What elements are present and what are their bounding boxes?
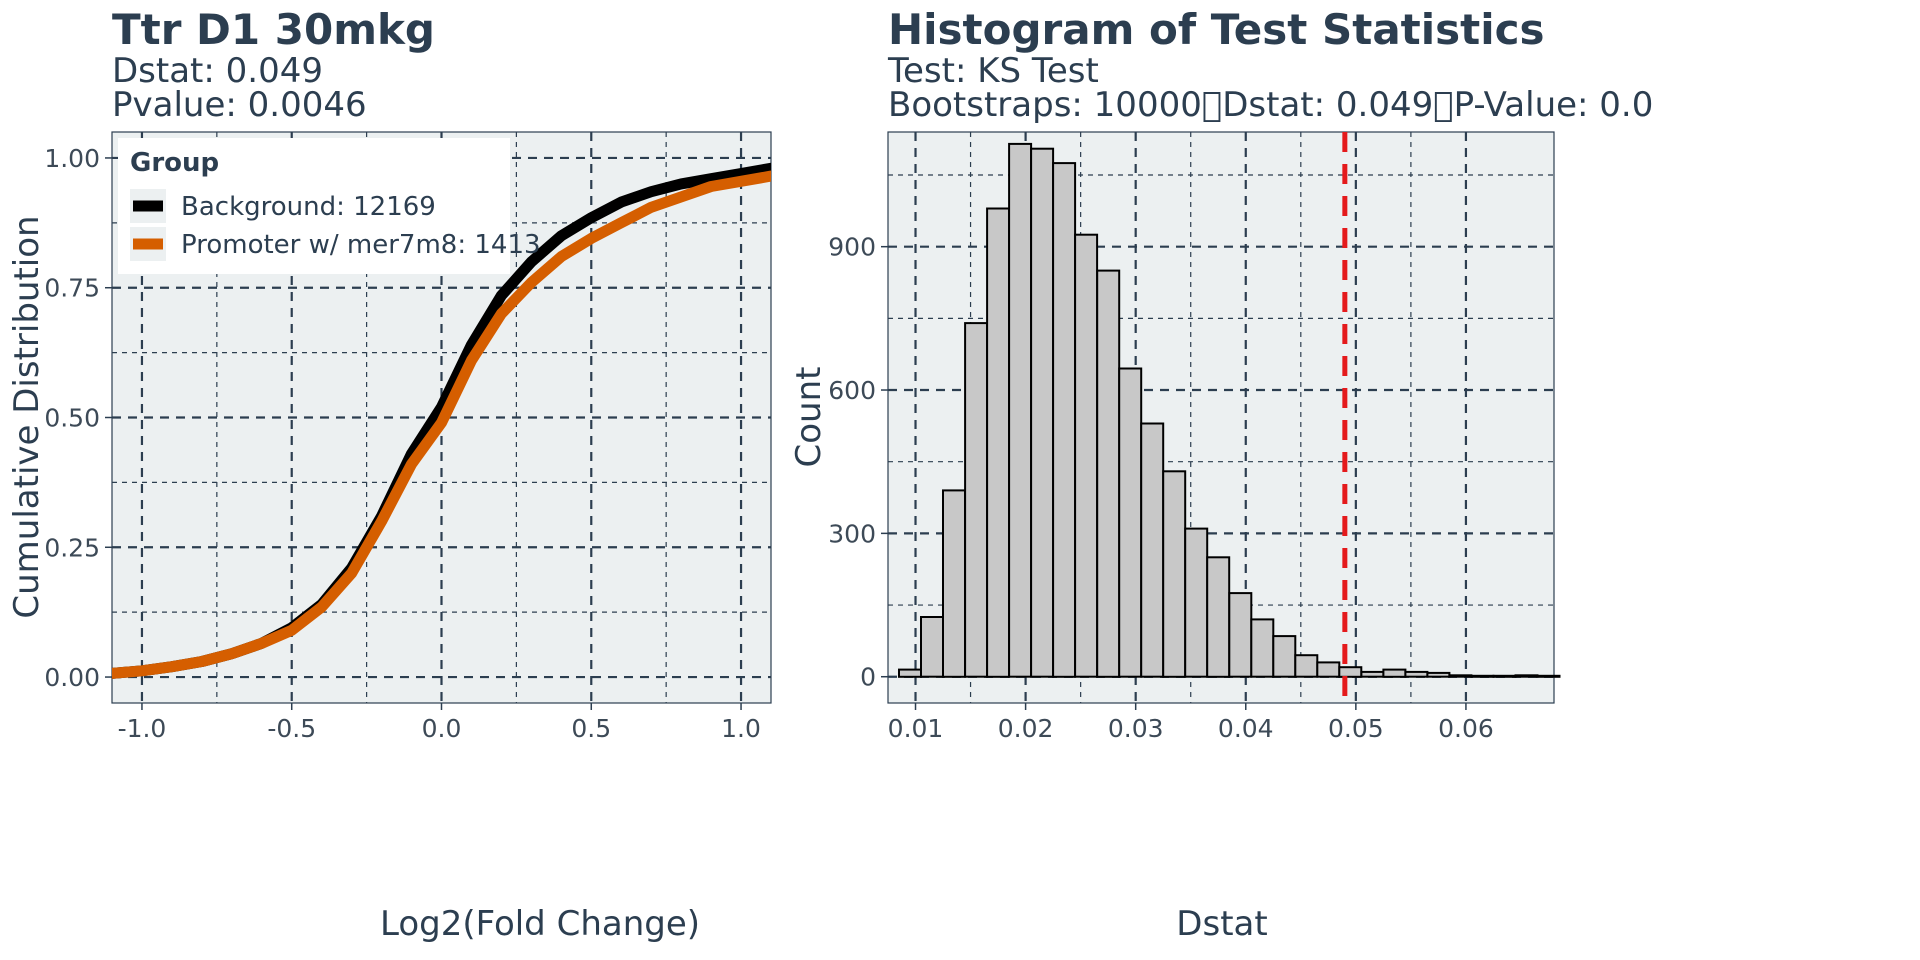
histogram-bar bbox=[1272, 635, 1297, 678]
left-y-tick-label: 0.75 bbox=[44, 274, 100, 303]
left-y-tick-label: 0.00 bbox=[44, 663, 100, 692]
histogram-bar bbox=[1052, 162, 1077, 678]
left-chart-subtitle-dstat: Dstat: 0.049 bbox=[112, 51, 323, 91]
left-chart-title: Ttr D1 30mkg bbox=[112, 5, 435, 54]
histogram-bar bbox=[1470, 674, 1495, 678]
legend-box bbox=[118, 138, 510, 274]
histogram-bars bbox=[898, 142, 1561, 678]
histogram-bar bbox=[1096, 269, 1121, 678]
right-x-tick-label: 0.04 bbox=[1218, 714, 1274, 743]
left-x-tick-label: 1.0 bbox=[721, 714, 761, 743]
right-x-tick-label: 0.06 bbox=[1438, 714, 1494, 743]
histogram-bar bbox=[1316, 661, 1341, 678]
histogram-bar bbox=[1162, 470, 1187, 678]
histogram-bar bbox=[1140, 422, 1165, 678]
histogram-bar bbox=[986, 207, 1011, 678]
right-x-axis-label: Dstat bbox=[1176, 904, 1267, 944]
histogram-bar bbox=[898, 668, 922, 678]
histogram-bar bbox=[1250, 618, 1275, 678]
right-y-axis-label: Count bbox=[789, 367, 829, 468]
histogram-bar bbox=[1118, 367, 1143, 678]
legend-entry-label: Promoter w/ mer7m8: 1413 bbox=[181, 230, 541, 260]
legend-entry-label: Background: 12169 bbox=[181, 192, 436, 222]
series-line-promoter bbox=[112, 170, 771, 679]
left-y-tick-label: 0.25 bbox=[44, 533, 100, 562]
left-y-tick-label: 0.50 bbox=[44, 404, 100, 433]
histogram-bar bbox=[1008, 142, 1033, 678]
histogram-bar bbox=[1184, 527, 1209, 678]
histogram-bar bbox=[1074, 233, 1099, 678]
left-x-tick-label: -0.5 bbox=[267, 714, 316, 743]
right-chart-title: Histogram of Test Statistics bbox=[888, 5, 1545, 54]
histogram-chart: 0.01 0.02 0.03 0.04 0.05 0.06 0 300 600 900 bbox=[828, 131, 1561, 743]
right-x-tick-label: 0.02 bbox=[998, 714, 1054, 743]
right-x-tick-label: 0.05 bbox=[1328, 714, 1384, 743]
left-y-axis-label: Cumulative Distribution bbox=[7, 215, 47, 618]
histogram-bar bbox=[1448, 674, 1473, 678]
histogram-bar bbox=[1338, 666, 1363, 678]
left-x-tick-label: 0.5 bbox=[571, 714, 611, 743]
histogram-bar bbox=[1206, 556, 1231, 678]
legend: Group Background: 12169 Promoter w/ mer7m8… bbox=[118, 138, 541, 274]
histogram-bar bbox=[1228, 592, 1253, 678]
histogram-bar bbox=[1382, 668, 1407, 678]
left-y-tick-label: 1.00 bbox=[44, 144, 100, 173]
histogram-bar bbox=[1294, 654, 1319, 678]
histogram-bar bbox=[1030, 147, 1055, 678]
legend-title: Group bbox=[130, 148, 219, 178]
histogram-bar bbox=[920, 616, 944, 678]
histogram-bar bbox=[1492, 674, 1517, 678]
right-y-tick-label: 300 bbox=[828, 519, 876, 548]
histogram-bar bbox=[942, 489, 966, 678]
left-x-axis-label: Log2(Fold Change) bbox=[380, 904, 700, 944]
histogram-bar bbox=[964, 322, 989, 678]
right-y-tick-label: 900 bbox=[828, 233, 876, 262]
right-chart-subtitle-test: Test: KS Test bbox=[888, 51, 1099, 91]
right-y-tick-label: 0 bbox=[860, 663, 876, 692]
right-x-tick-label: 0.01 bbox=[888, 714, 944, 743]
histogram-bar bbox=[1360, 670, 1385, 678]
ecdf-lines bbox=[112, 162, 771, 679]
ecdf-chart: -1.0 -0.5 0.0 0.5 1.0 0.00 0.25 0.50 0.75 1.00 Gro… bbox=[44, 131, 772, 743]
histogram-bar bbox=[1426, 671, 1451, 678]
left-x-tick-label: -1.0 bbox=[118, 714, 167, 743]
left-x-tick-label: 0.0 bbox=[422, 714, 462, 743]
right-x-tick-label: 0.03 bbox=[1108, 714, 1164, 743]
right-y-tick-label: 600 bbox=[828, 376, 876, 405]
left-chart-subtitle-pvalue: Pvalue: 0.0046 bbox=[112, 85, 367, 125]
histogram-bar bbox=[1514, 674, 1539, 678]
histogram-bar bbox=[1536, 674, 1561, 678]
right-chart-subtitle-bootstraps: Bootstraps: 10000 Dstat: 0.049 P-Value: … bbox=[888, 85, 1654, 125]
histogram-bar bbox=[1404, 670, 1429, 678]
